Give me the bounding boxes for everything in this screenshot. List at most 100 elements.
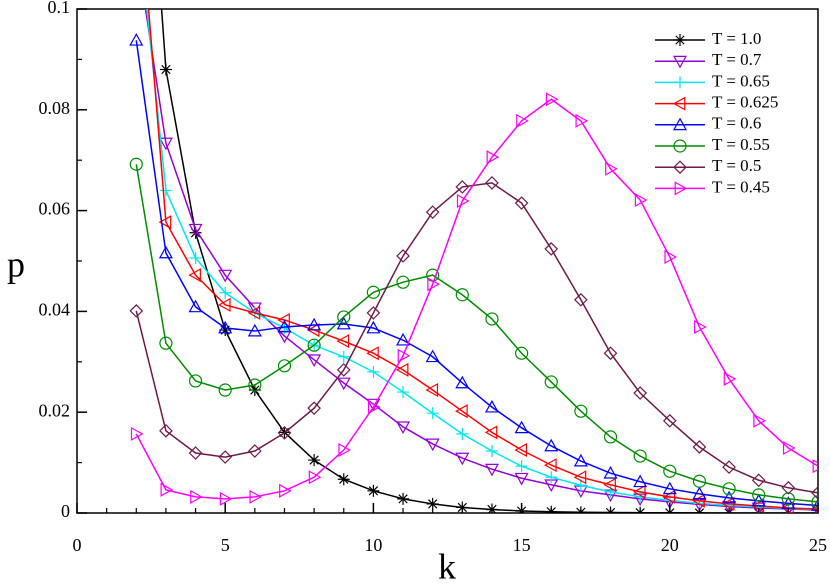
legend-label: T = 0.6 bbox=[712, 114, 761, 133]
marker bbox=[722, 460, 736, 474]
marker bbox=[674, 76, 686, 89]
marker bbox=[425, 438, 440, 452]
marker bbox=[514, 346, 529, 360]
marker bbox=[158, 137, 173, 151]
marker bbox=[545, 471, 558, 484]
y-axis-label: p bbox=[7, 244, 25, 284]
marker bbox=[247, 323, 262, 337]
marker bbox=[366, 398, 381, 412]
y-tick-label: 0.06 bbox=[39, 199, 71, 219]
marker bbox=[673, 139, 687, 153]
marker bbox=[544, 458, 557, 473]
marker bbox=[692, 474, 707, 488]
marker bbox=[574, 292, 588, 307]
marker bbox=[159, 336, 173, 350]
marker bbox=[632, 484, 646, 499]
marker bbox=[337, 310, 351, 324]
marker bbox=[514, 442, 528, 458]
marker bbox=[484, 463, 499, 477]
marker bbox=[336, 316, 351, 330]
marker bbox=[545, 92, 559, 107]
marker bbox=[426, 497, 439, 510]
marker bbox=[575, 113, 589, 128]
marker bbox=[159, 63, 172, 76]
marker bbox=[397, 386, 410, 399]
y-tick-label: 0.02 bbox=[39, 400, 71, 420]
marker bbox=[277, 359, 292, 373]
marker bbox=[633, 449, 647, 463]
y-tick-label: 0 bbox=[61, 501, 70, 521]
marker bbox=[603, 465, 618, 479]
marker bbox=[674, 34, 686, 46]
x-tick-label: 20 bbox=[661, 535, 679, 555]
series-line bbox=[135, 40, 818, 507]
marker bbox=[397, 348, 411, 363]
marker bbox=[427, 277, 440, 292]
marker bbox=[159, 184, 172, 197]
marker bbox=[574, 479, 587, 492]
marker bbox=[307, 354, 322, 368]
marker bbox=[603, 346, 618, 361]
marker bbox=[662, 413, 677, 428]
marker bbox=[810, 498, 818, 511]
marker bbox=[722, 490, 737, 504]
y-tick-label: 0.08 bbox=[39, 98, 71, 118]
marker bbox=[219, 286, 232, 299]
marker bbox=[516, 113, 529, 128]
marker bbox=[673, 160, 687, 175]
marker bbox=[337, 473, 350, 486]
marker bbox=[218, 383, 232, 397]
marker bbox=[426, 407, 439, 420]
marker bbox=[811, 485, 818, 500]
marker bbox=[366, 346, 379, 361]
marker bbox=[158, 215, 172, 230]
marker bbox=[336, 377, 351, 391]
marker bbox=[484, 399, 499, 413]
marker bbox=[218, 269, 233, 283]
legend-label: T = 0.5 bbox=[712, 156, 761, 175]
marker bbox=[366, 320, 381, 334]
marker bbox=[515, 460, 528, 473]
marker bbox=[455, 375, 470, 389]
marker bbox=[308, 454, 321, 467]
legend-label: T = 0.65 bbox=[712, 71, 770, 90]
marker bbox=[277, 319, 292, 333]
legend-label: T = 0.7 bbox=[712, 50, 762, 69]
marker bbox=[248, 384, 261, 397]
marker bbox=[129, 304, 144, 318]
marker bbox=[603, 477, 616, 492]
marker bbox=[455, 180, 470, 194]
marker bbox=[605, 161, 618, 176]
marker bbox=[189, 251, 202, 264]
marker bbox=[544, 438, 559, 452]
marker bbox=[219, 491, 233, 506]
marker bbox=[672, 117, 688, 131]
x-tick-label: 15 bbox=[513, 535, 531, 555]
legend-label: T = 0.45 bbox=[712, 177, 770, 196]
marker bbox=[672, 55, 688, 69]
marker bbox=[484, 425, 498, 440]
marker bbox=[752, 488, 766, 502]
marker bbox=[189, 226, 202, 239]
marker bbox=[633, 474, 648, 488]
marker bbox=[456, 501, 469, 513]
marker bbox=[672, 96, 686, 111]
marker bbox=[397, 492, 410, 505]
marker bbox=[188, 446, 203, 460]
marker bbox=[634, 192, 648, 208]
marker bbox=[514, 472, 529, 486]
marker bbox=[188, 268, 201, 283]
marker bbox=[662, 481, 677, 495]
marker bbox=[425, 349, 440, 363]
marker bbox=[129, 33, 144, 46]
marker bbox=[425, 383, 439, 398]
marker bbox=[218, 450, 233, 464]
marker bbox=[812, 459, 818, 474]
marker bbox=[544, 242, 559, 256]
marker bbox=[485, 312, 499, 326]
marker bbox=[633, 386, 648, 400]
marker bbox=[395, 362, 409, 377]
marker bbox=[486, 150, 500, 165]
marker bbox=[456, 427, 469, 440]
